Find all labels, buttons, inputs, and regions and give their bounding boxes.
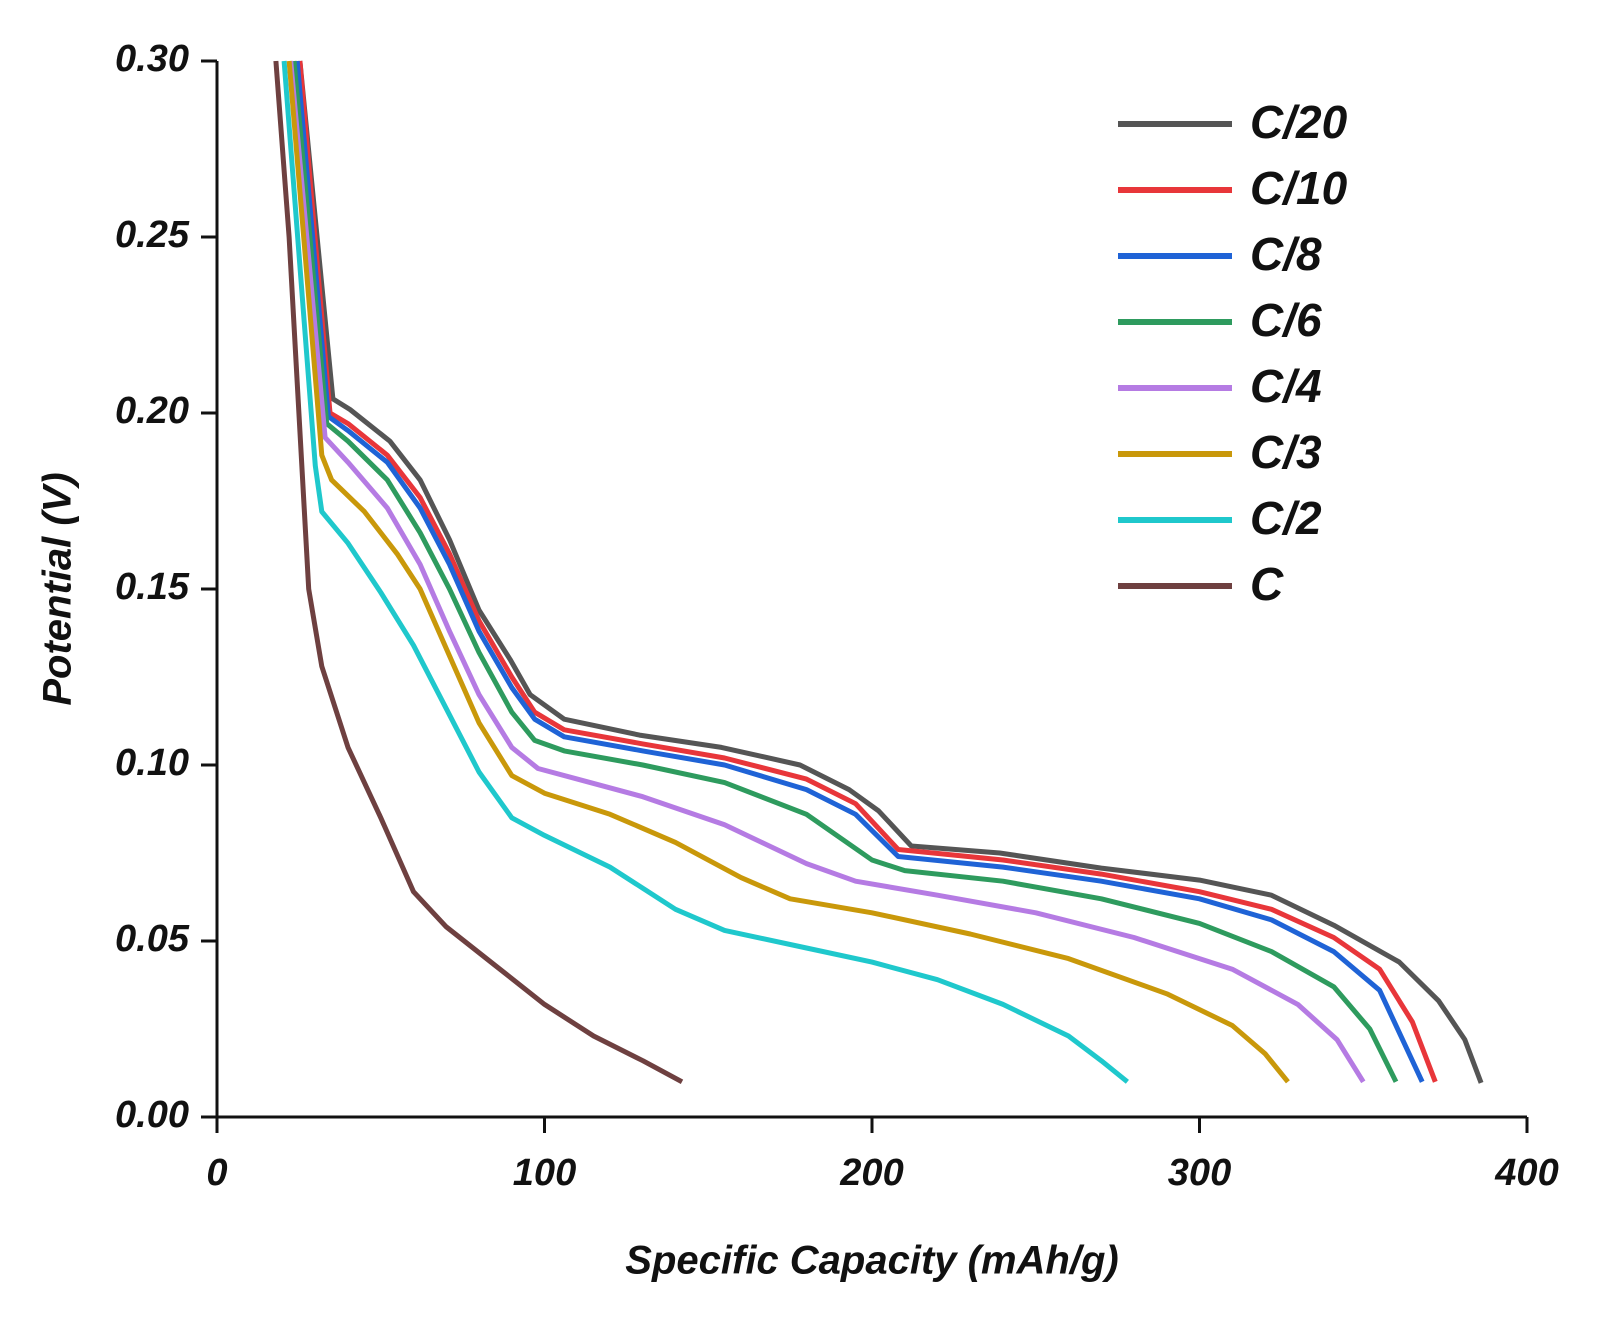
legend-label: C/2 [1250,492,1322,544]
legend-label: C/20 [1250,96,1348,148]
legend-label: C/4 [1250,360,1322,412]
x-tick-label: 400 [1494,1152,1558,1194]
series-line [297,60,1484,1084]
y-tick-label: 0.00 [115,1094,189,1136]
x-axis-label: Specific Capacity (mAh/g) [625,1239,1118,1283]
series-line [286,60,1290,1084]
series-line [291,60,1399,1083]
y-tick-label: 0.05 [115,918,190,960]
x-tick-label: 0 [206,1152,227,1194]
y-axis-label: Potential (V) [36,472,80,705]
series-line [297,60,1438,1083]
legend-label: C [1250,558,1284,610]
x-tick-label: 100 [513,1152,576,1194]
series-line [288,60,1366,1084]
y-tick-label: 0.10 [115,742,189,784]
x-tick-label: 300 [1168,1152,1231,1194]
legend-label: C/3 [1250,426,1322,478]
y-tick-label: 0.30 [115,38,189,80]
legend-label: C/6 [1250,294,1322,346]
x-tick-label: 200 [839,1152,903,1194]
series-line [294,60,1425,1083]
legend-label: C/10 [1250,162,1348,214]
legend-label: C/8 [1250,228,1322,280]
y-tick-label: 0.20 [115,390,189,432]
y-tick-label: 0.15 [115,566,190,608]
series-line [281,60,1129,1084]
y-tick-label: 0.25 [115,214,190,256]
series-line [273,60,684,1085]
